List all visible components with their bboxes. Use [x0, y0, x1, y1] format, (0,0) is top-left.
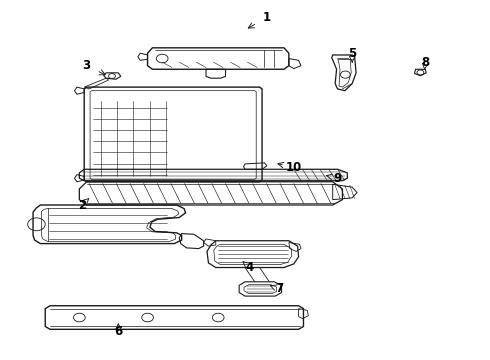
Text: 9: 9 — [334, 172, 342, 185]
Text: 10: 10 — [286, 161, 302, 174]
Text: 2: 2 — [78, 198, 86, 212]
Text: 4: 4 — [246, 261, 254, 274]
Text: 5: 5 — [348, 47, 356, 60]
Text: 7: 7 — [275, 283, 283, 296]
Text: 6: 6 — [114, 325, 122, 338]
Text: 8: 8 — [421, 55, 429, 69]
Text: 1: 1 — [263, 11, 271, 24]
Text: 3: 3 — [83, 59, 91, 72]
